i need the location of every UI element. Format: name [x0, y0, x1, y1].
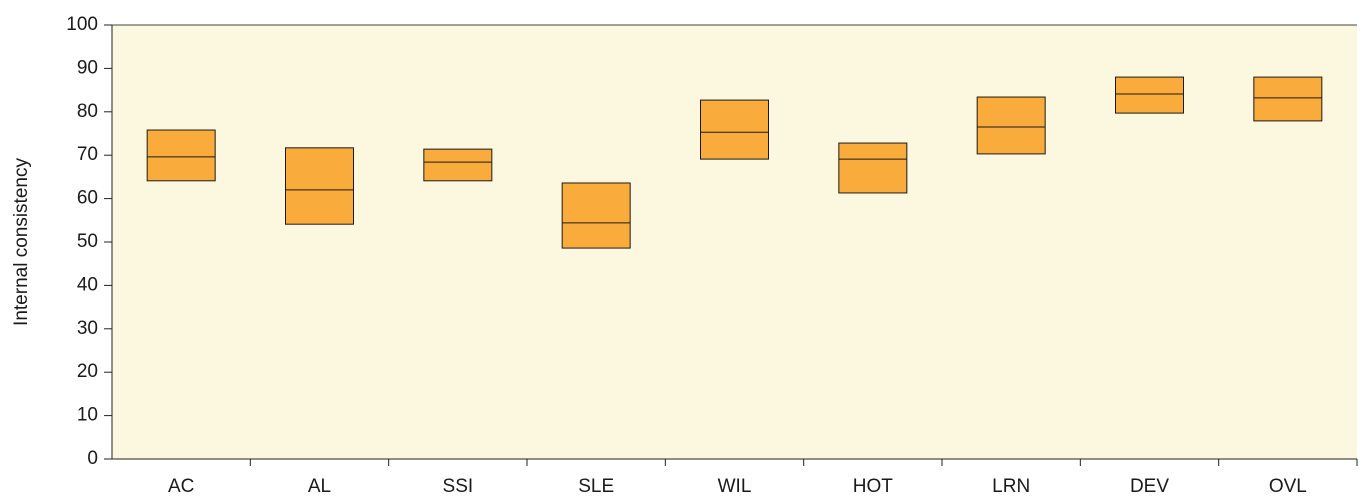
y-tick-label: 90: [77, 57, 98, 78]
box: [976, 96, 1046, 155]
x-tick-label: OVL: [1269, 476, 1307, 497]
y-tick-label: 70: [77, 144, 98, 165]
box: [285, 147, 354, 225]
box: [1115, 76, 1184, 114]
y-tick-label: 100: [66, 14, 98, 35]
y-tick-label: 10: [77, 405, 98, 426]
x-tick-label: AL: [308, 476, 331, 497]
y-tick-label: 40: [77, 274, 98, 295]
y-tick-label: 20: [77, 361, 98, 382]
y-tick-label: 50: [77, 231, 98, 252]
x-tick-label: WIL: [718, 476, 752, 497]
box: [1253, 76, 1323, 122]
x-tick-label: DEV: [1130, 476, 1169, 497]
y-tick-label: 30: [77, 318, 98, 339]
x-tick-label: SLE: [578, 476, 614, 497]
box: [561, 182, 631, 249]
y-tick-label: 0: [87, 448, 98, 469]
y-tick-label: 80: [77, 101, 98, 122]
x-tick-label: LRN: [992, 476, 1030, 497]
y-tick-label: 60: [77, 188, 98, 209]
box: [423, 148, 493, 182]
x-tick-label: HOT: [853, 476, 894, 497]
box: [838, 142, 908, 194]
box: [146, 129, 216, 182]
x-tick-label: SSI: [443, 476, 474, 497]
x-tick-label: AC: [168, 476, 194, 497]
box: [700, 99, 769, 160]
y-axis-label: Internal consistency: [11, 158, 32, 326]
